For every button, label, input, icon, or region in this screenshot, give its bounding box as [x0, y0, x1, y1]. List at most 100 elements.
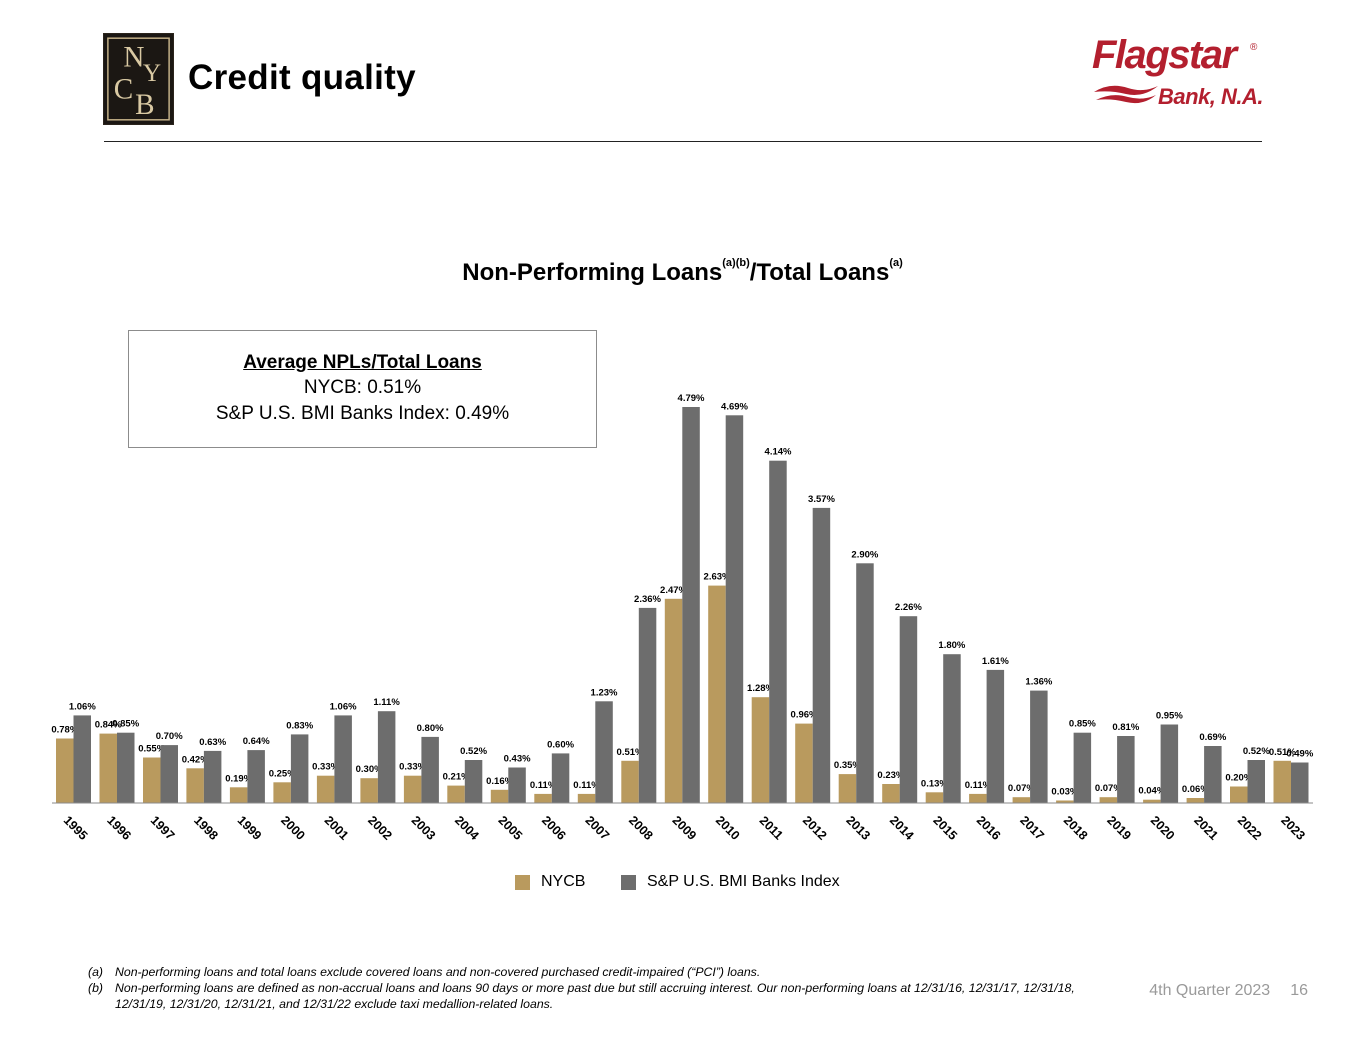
- svg-text:N: N: [123, 41, 144, 73]
- x-tick-1998: 1998: [191, 813, 221, 843]
- data-label-index-2021: 0.69%: [1199, 732, 1226, 743]
- data-label-index-2006: 0.60%: [547, 739, 574, 750]
- bar-index-2007: [595, 701, 613, 803]
- bar-index-1998: [203, 750, 222, 803]
- data-label-nycb-2022: 0.20%: [1225, 773, 1252, 784]
- data-label-index-2001: 1.06%: [330, 701, 357, 712]
- page-number: 16: [1290, 982, 1308, 999]
- data-label-nycb-1995: 0.78%: [51, 725, 78, 736]
- bar-index-1995: [73, 715, 91, 803]
- bar-nycb-2009: [664, 598, 683, 803]
- bar-index-2001: [334, 715, 352, 803]
- x-tick-2021: 2021: [1191, 813, 1221, 843]
- data-label-nycb-2007: 0.11%: [573, 780, 600, 791]
- data-label-nycb-2011: 1.28%: [747, 683, 774, 694]
- x-tick-2018: 2018: [1061, 813, 1091, 843]
- data-label-nycb-2003: 0.33%: [399, 762, 426, 773]
- data-label-nycb-2018: 0.03%: [1051, 787, 1078, 798]
- bar-nycb-2006: [534, 793, 552, 803]
- bar-index-2014: [899, 616, 918, 803]
- footnote-a-text: Non-performing loans and total loans exc…: [115, 965, 761, 979]
- bar-nycb-2013: [838, 774, 857, 803]
- x-tick-2006: 2006: [539, 813, 569, 843]
- legend-label-index: S&P U.S. BMI Banks Index: [647, 873, 840, 890]
- bar-nycb-2010: [708, 585, 726, 803]
- data-label-index-2015: 1.80%: [938, 640, 965, 651]
- flagstar-logo-subtitle: Bank, N.A.: [1158, 84, 1263, 109]
- data-label-index-1998: 0.63%: [199, 737, 226, 748]
- bar-index-2008: [638, 607, 657, 803]
- bar-nycb-2015: [925, 792, 944, 803]
- data-label-nycb-1996: 0.84%: [95, 720, 122, 731]
- bar-nycb-2017: [1012, 797, 1031, 803]
- bar-index-2019: [1117, 736, 1135, 803]
- x-tick-2020: 2020: [1148, 813, 1178, 843]
- data-label-index-2008: 2.36%: [634, 594, 661, 605]
- data-label-nycb-2021: 0.06%: [1182, 784, 1209, 795]
- x-tick-2022: 2022: [1235, 813, 1265, 843]
- data-label-index-1996: 0.85%: [112, 719, 139, 730]
- data-label-nycb-2012: 0.96%: [791, 710, 818, 721]
- data-label-index-2003: 0.80%: [417, 723, 444, 734]
- footnotes: (a) Non-performing loans and total loans…: [88, 964, 1088, 1012]
- footnote-b-text: Non-performing loans are defined as non-…: [115, 981, 1075, 1011]
- data-label-nycb-1997: 0.55%: [138, 744, 165, 755]
- chart-title-superscript-ab: (a)(b): [722, 257, 750, 269]
- bar-nycb-2023: [1273, 760, 1291, 803]
- npl-bar-chart: 0.78%1.06%19950.84%0.85%19960.55%0.70%19…: [51, 393, 1313, 843]
- bar-index-2004: [464, 760, 483, 803]
- data-label-index-2010: 4.69%: [721, 401, 748, 412]
- average-nycb: NYCB: 0.51%: [303, 377, 422, 398]
- bar-index-2021: [1204, 746, 1222, 803]
- footnote-b-key: (b): [88, 981, 104, 995]
- legend-item-index: S&P U.S. BMI Banks Index: [621, 872, 840, 892]
- bar-nycb-2022: [1230, 786, 1248, 803]
- x-tick-2011: 2011: [757, 813, 786, 842]
- nycb-monogram-icon: N Y C B: [107, 37, 170, 121]
- page-title: Credit quality: [188, 58, 416, 97]
- x-tick-2012: 2012: [800, 813, 830, 843]
- x-tick-2005: 2005: [496, 813, 526, 843]
- bar-nycb-1999: [229, 787, 248, 803]
- data-label-nycb-2000: 0.25%: [269, 768, 296, 779]
- bar-nycb-2014: [882, 784, 900, 803]
- data-label-nycb-2009: 2.47%: [660, 585, 687, 596]
- chart-title-superscript-a: (a): [889, 257, 903, 269]
- nycb-logo: N Y C B: [103, 33, 174, 125]
- chart-title-rest: /Total Loans: [749, 259, 890, 286]
- bar-index-2013: [856, 563, 874, 803]
- x-tick-2001: 2001: [322, 813, 352, 843]
- data-label-index-2004: 0.52%: [460, 746, 487, 757]
- bar-nycb-2002: [360, 778, 378, 803]
- data-label-nycb-2006: 0.11%: [530, 780, 557, 791]
- footnote-b: (b) Non-performing loans are defined as …: [88, 980, 1088, 1012]
- data-label-index-2000: 0.83%: [286, 720, 313, 731]
- data-label-index-2023: 0.49%: [1286, 749, 1313, 760]
- bar-index-2016: [986, 669, 1005, 803]
- bar-nycb-2020: [1143, 799, 1161, 803]
- bar-index-2022: [1247, 760, 1265, 803]
- bar-index-2023: [1291, 762, 1309, 803]
- legend-swatch-index: [621, 874, 636, 890]
- x-tick-2004: 2004: [452, 813, 482, 843]
- footnote-a-key: (a): [88, 965, 104, 979]
- bar-nycb-1995: [56, 738, 74, 803]
- data-label-index-2018: 0.85%: [1069, 719, 1096, 730]
- data-label-index-2011: 4.14%: [765, 447, 792, 458]
- bar-nycb-2001: [316, 775, 335, 803]
- bar-index-2009: [682, 407, 700, 803]
- bar-nycb-2000: [273, 782, 291, 803]
- legend-swatch-nycb: [515, 874, 530, 890]
- svg-text:B: B: [135, 89, 154, 121]
- data-label-index-2013: 2.90%: [851, 549, 878, 560]
- data-label-index-2007: 1.23%: [591, 687, 618, 698]
- flagstar-logo-wordmark: Flagstar: [1092, 33, 1240, 77]
- bar-nycb-2016: [969, 793, 987, 803]
- x-tick-2002: 2002: [365, 813, 395, 843]
- bar-nycb-2019: [1099, 797, 1118, 803]
- data-label-nycb-2015: 0.13%: [921, 778, 948, 789]
- x-tick-2023: 2023: [1278, 813, 1308, 843]
- x-tick-1995: 1995: [61, 813, 91, 843]
- data-label-index-1995: 1.06%: [69, 701, 96, 712]
- data-label-nycb-2023: 0.51%: [1269, 747, 1296, 758]
